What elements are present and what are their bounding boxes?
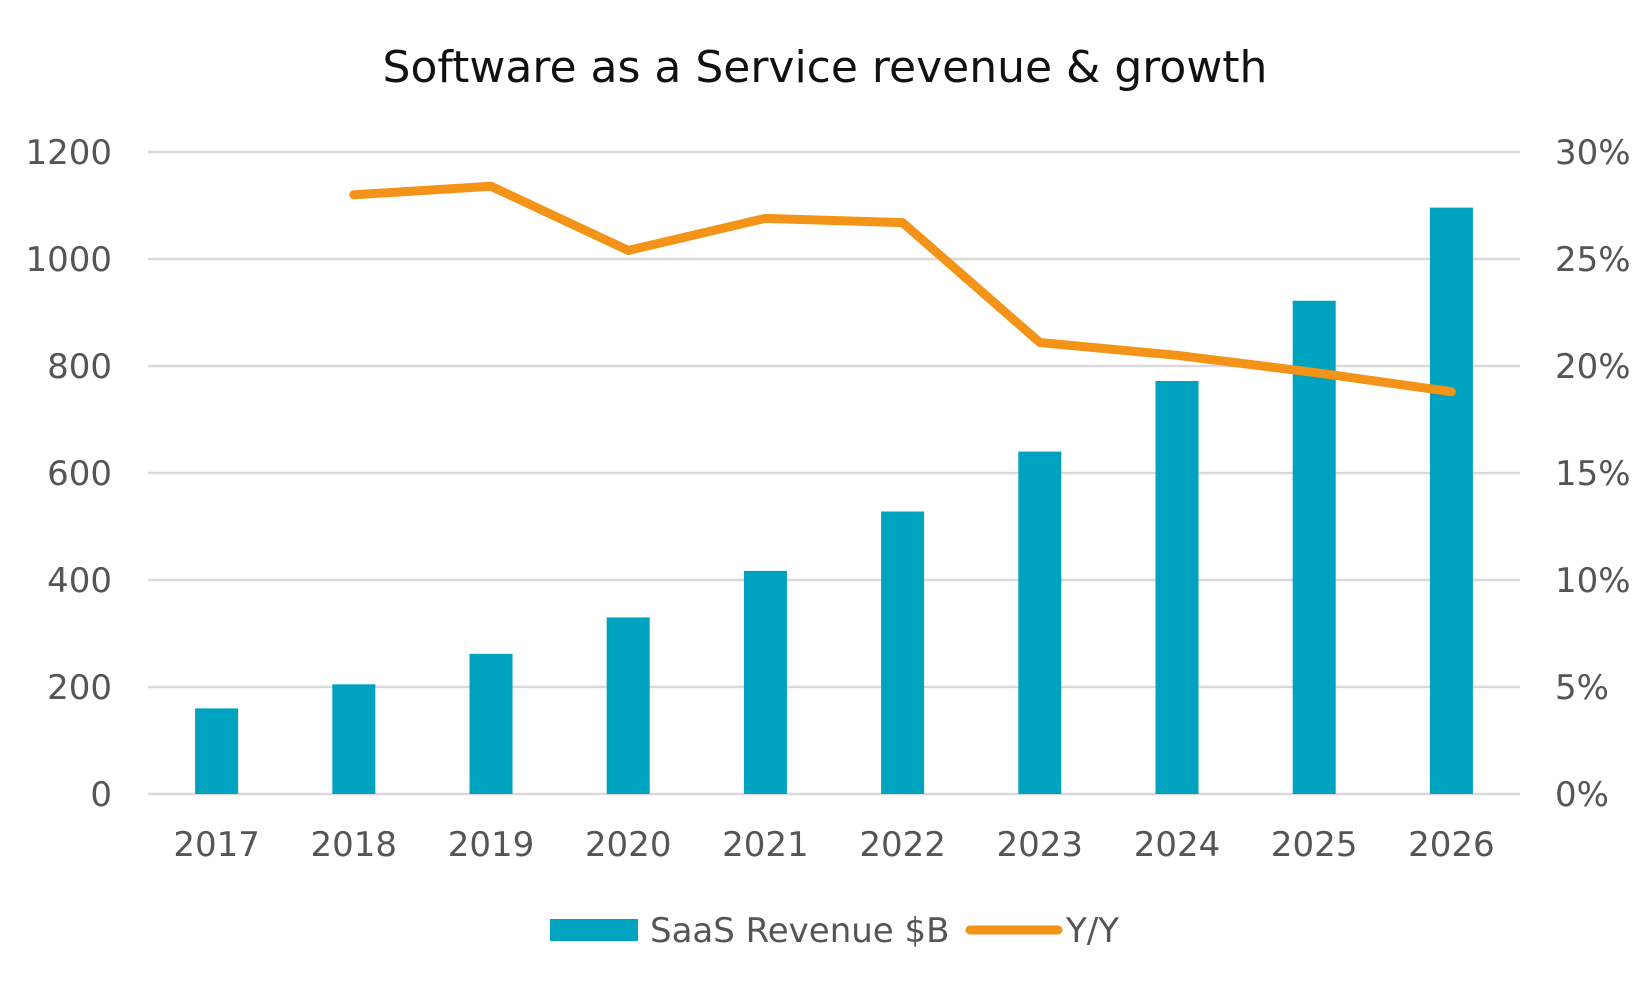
bar-2026 (1429, 207, 1473, 794)
left-axis-ticks: 0 200 400 600 800 1000 1200 (25, 133, 112, 815)
x-tick-label: 2025 (1271, 825, 1358, 865)
bar-2017 (195, 708, 239, 794)
bar-2018 (332, 684, 376, 794)
growth-line (349, 181, 1456, 397)
right-tick-label: 30% (1555, 133, 1631, 173)
x-axis-ticks: 2017 2018 2019 2020 2021 2022 2023 2024 2025 2026 (173, 825, 1494, 865)
left-tick-label: 1000 (25, 240, 112, 280)
right-tick-label: 25% (1555, 240, 1631, 280)
x-tick-label: 2020 (585, 825, 672, 865)
x-tick-label: 2017 (173, 825, 260, 865)
right-axis-ticks: 0% 5% 10% 15% 20% 25% 30% (1555, 133, 1631, 815)
bar-2021 (743, 570, 787, 794)
left-tick-label: 800 (47, 347, 112, 387)
x-tick-label: 2024 (1134, 825, 1221, 865)
left-tick-label: 200 (47, 668, 112, 708)
right-tick-label: 15% (1555, 454, 1631, 494)
chart-title: Software as a Service revenue & growth (383, 42, 1268, 93)
x-tick-label: 2023 (997, 825, 1084, 865)
right-tick-label: 20% (1555, 347, 1631, 387)
x-tick-label: 2021 (722, 825, 809, 865)
bar-2023 (1018, 451, 1062, 794)
x-tick-label: 2019 (448, 825, 535, 865)
legend: SaaS Revenue $B Y/Y (550, 911, 1119, 951)
legend-bar-label: SaaS Revenue $B (650, 911, 949, 951)
revenue-bars (195, 207, 1473, 794)
legend-line-label: Y/Y (1065, 911, 1119, 951)
right-tick-label: 10% (1555, 561, 1631, 601)
growth-line-path (349, 181, 1456, 397)
bar-2022 (881, 511, 925, 794)
bar-2019 (469, 653, 513, 794)
left-tick-label: 600 (47, 454, 112, 494)
bar-2020 (606, 617, 650, 794)
x-tick-label: 2026 (1408, 825, 1495, 865)
x-tick-label: 2022 (859, 825, 946, 865)
gridlines (148, 150, 1520, 796)
left-tick-label: 1200 (25, 133, 112, 173)
bar-2024 (1155, 380, 1199, 794)
bar-2025 (1292, 300, 1336, 794)
right-tick-label: 5% (1555, 668, 1609, 708)
left-tick-label: 0 (90, 775, 112, 815)
x-tick-label: 2018 (311, 825, 398, 865)
left-tick-label: 400 (47, 561, 112, 601)
legend-bar-swatch (550, 919, 638, 941)
right-tick-label: 0% (1555, 775, 1609, 815)
